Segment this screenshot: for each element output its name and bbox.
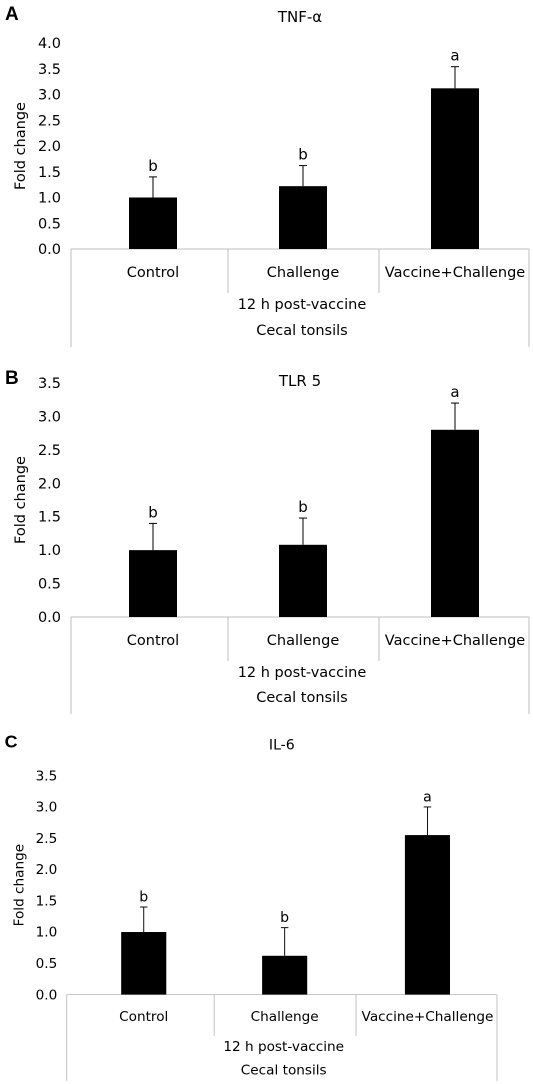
y-tick-label: 2.0 bbox=[38, 476, 61, 492]
y-tick-label: 2.0 bbox=[36, 862, 58, 878]
y-tick-label: 1.0 bbox=[38, 543, 61, 559]
chart-b: B TLR 5 0.0 0.5 1.0 1.5 2.0 2.5 3.0 3.5 Fold chang… bbox=[5, 368, 530, 714]
y-tick-label: 2.5 bbox=[38, 443, 61, 459]
significance-letter: b bbox=[298, 498, 308, 516]
y-tick-label: 0.0 bbox=[38, 610, 61, 626]
y-axis-label: Fold change bbox=[13, 102, 29, 190]
y-tick-label: 0.0 bbox=[36, 987, 58, 1003]
bar bbox=[279, 544, 327, 617]
panel-b: B TLR 5 0.0 0.5 1.0 1.5 2.0 2.5 3.0 3.5 Fold chang… bbox=[0, 362, 533, 722]
significance-letter: a bbox=[450, 47, 459, 65]
category-label: Challenge bbox=[267, 633, 340, 649]
bar bbox=[279, 186, 327, 249]
chart-title: TNF-α bbox=[277, 8, 322, 26]
category-label: Vaccine+Challenge bbox=[385, 265, 525, 281]
significance-letter: b bbox=[280, 910, 289, 926]
y-tick-label: 1.5 bbox=[36, 893, 58, 909]
panel-label: B bbox=[5, 368, 19, 389]
y-tick-label: 0.5 bbox=[38, 577, 61, 593]
significance-letter: a bbox=[423, 789, 432, 805]
category-label: Control bbox=[127, 265, 179, 281]
y-tick-label: 2.5 bbox=[36, 831, 58, 847]
y-tick-label: 3.0 bbox=[38, 409, 61, 425]
category-label: Vaccine+Challenge bbox=[362, 1009, 494, 1025]
y-tick-label: 3.0 bbox=[38, 88, 61, 104]
bar bbox=[129, 197, 177, 249]
y-tick-label: 1.5 bbox=[38, 510, 61, 526]
y-tick-label: 3.5 bbox=[38, 376, 61, 392]
bar bbox=[431, 88, 479, 249]
group-label: 12 h post-vaccine bbox=[223, 1039, 344, 1055]
panel-a: A TNF-α 0.0 0.5 1.0 1.5 2.0 2.5 3.0 3.5 4.0 Fold ch… bbox=[0, 0, 533, 360]
y-tick-label: 1.0 bbox=[36, 925, 58, 941]
significance-letter: b bbox=[148, 503, 158, 521]
panel-label: C bbox=[5, 731, 18, 751]
category-label: Vaccine+Challenge bbox=[385, 633, 525, 649]
y-tick-label: 3.5 bbox=[38, 62, 61, 78]
group-label: Cecal tonsils bbox=[256, 323, 347, 339]
y-tick-label: 0.5 bbox=[36, 956, 58, 972]
significance-letter: b bbox=[298, 146, 308, 164]
bar bbox=[262, 955, 308, 995]
panel-label: A bbox=[5, 4, 19, 25]
group-label: Cecal tonsils bbox=[256, 690, 347, 706]
y-tick-label: 3.5 bbox=[36, 768, 58, 784]
y-tick-label: 2.5 bbox=[38, 113, 61, 129]
category-label: Control bbox=[119, 1009, 168, 1025]
chart-title: IL-6 bbox=[269, 737, 295, 753]
y-tick-label: 2.0 bbox=[38, 139, 61, 155]
y-tick-label: 1.0 bbox=[38, 191, 61, 207]
chart-c: C IL-6 0.0 0.5 1.0 1.5 2.0 2.5 3.0 3.5 Fold change… bbox=[5, 731, 498, 1081]
group-label: 12 h post-vaccine bbox=[238, 297, 367, 313]
significance-letter: b bbox=[148, 157, 158, 175]
significance-letter: b bbox=[139, 889, 148, 905]
category-label: Control bbox=[127, 633, 179, 649]
y-tick-label: 0.0 bbox=[38, 242, 61, 258]
bar bbox=[431, 429, 479, 617]
chart-a: A TNF-α 0.0 0.5 1.0 1.5 2.0 2.5 3.0 3.5 4.0 Fold ch… bbox=[5, 4, 530, 347]
significance-letter: a bbox=[450, 383, 459, 401]
bar bbox=[404, 835, 451, 995]
y-tick-label: 1.5 bbox=[38, 165, 61, 181]
y-tick-label: 4.0 bbox=[38, 36, 61, 52]
bar bbox=[121, 932, 167, 995]
category-label: Challenge bbox=[251, 1009, 319, 1025]
y-tick-label: 0.5 bbox=[38, 216, 61, 232]
y-axis-label: Fold change bbox=[11, 844, 27, 927]
panel-c: C IL-6 0.0 0.5 1.0 1.5 2.0 2.5 3.0 3.5 Fold change… bbox=[0, 724, 533, 1084]
y-tick-label: 3.0 bbox=[36, 800, 58, 816]
category-label: Challenge bbox=[267, 265, 340, 281]
bar bbox=[129, 550, 177, 617]
chart-title: TLR 5 bbox=[278, 372, 321, 390]
y-axis-label: Fold change bbox=[13, 456, 29, 544]
group-label: Cecal tonsils bbox=[241, 1062, 327, 1078]
group-label: 12 h post-vaccine bbox=[238, 665, 367, 681]
